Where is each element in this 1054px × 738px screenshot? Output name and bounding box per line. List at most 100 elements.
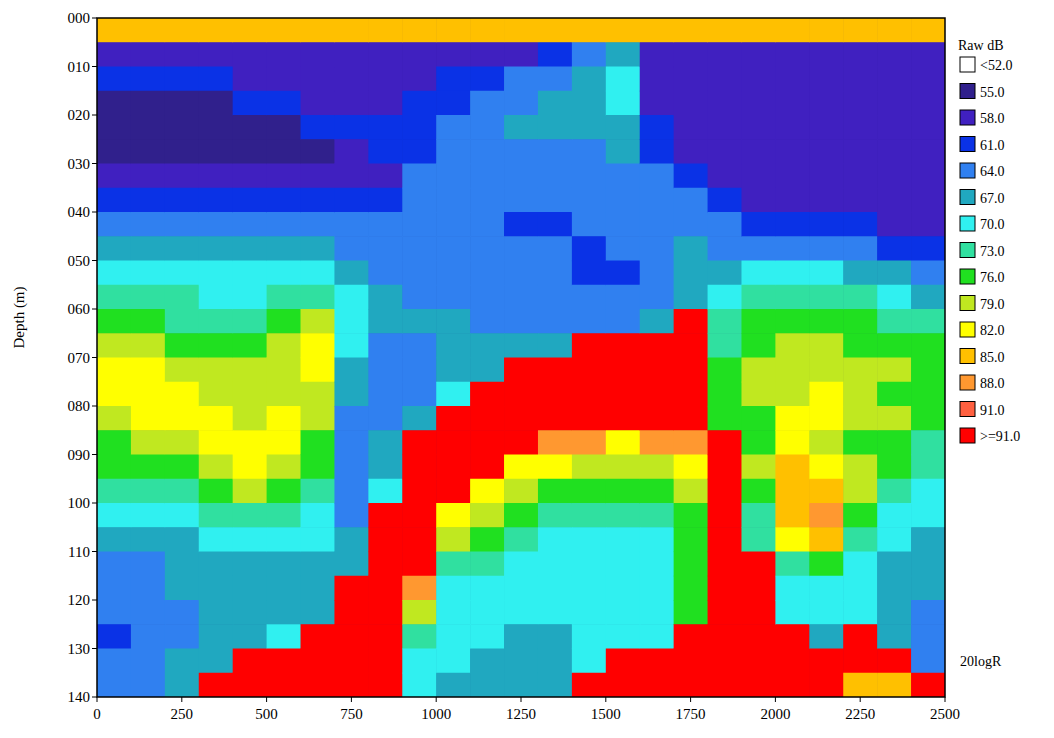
- cell: [165, 576, 200, 601]
- legend-swatch: [960, 296, 975, 311]
- x-tick-label: 1250: [506, 706, 536, 722]
- cell: [334, 212, 369, 237]
- cell: [267, 358, 302, 383]
- cell: [199, 115, 234, 140]
- y-tick-label: 100: [68, 495, 91, 511]
- cell: [843, 430, 878, 455]
- cell: [606, 649, 641, 674]
- cell: [97, 261, 132, 286]
- cell: [199, 309, 234, 334]
- cell: [606, 139, 641, 164]
- cell: [640, 261, 675, 286]
- cell: [504, 382, 539, 407]
- cell: [911, 188, 945, 213]
- cell: [538, 455, 573, 480]
- cell: [843, 600, 878, 625]
- cell: [877, 18, 912, 43]
- cell: [199, 91, 234, 116]
- x-tick: [181, 697, 182, 702]
- cell: [538, 382, 573, 407]
- cell: [301, 285, 336, 310]
- cell: [233, 406, 268, 431]
- legend-swatch: [960, 322, 975, 337]
- cell: [334, 624, 369, 649]
- cell: [606, 115, 641, 140]
- cell: [301, 382, 336, 407]
- cell: [674, 624, 709, 649]
- cell: [911, 649, 945, 674]
- cell: [97, 164, 132, 189]
- cell: [131, 164, 166, 189]
- x-tick-label: 2000: [760, 706, 790, 722]
- cell: [843, 333, 878, 358]
- cell: [674, 430, 709, 455]
- cell: [911, 67, 945, 92]
- cell: [165, 600, 200, 625]
- y-tick: [92, 454, 97, 455]
- cell: [708, 236, 743, 261]
- cell: [674, 503, 709, 528]
- cell: [131, 285, 166, 310]
- cell: [470, 164, 505, 189]
- cell: [877, 188, 912, 213]
- legend-swatch: [960, 349, 975, 364]
- cell: [334, 455, 369, 480]
- legend-label: 88.0: [980, 376, 1005, 391]
- cell: [911, 333, 945, 358]
- legend-swatch: [960, 243, 975, 258]
- legend-label: 82.0: [980, 323, 1005, 338]
- cell: [301, 139, 336, 164]
- cell: [877, 91, 912, 116]
- cell: [233, 115, 268, 140]
- cell: [301, 212, 336, 237]
- cell: [233, 479, 268, 504]
- x-tick-label: 0: [93, 706, 101, 722]
- cell: [809, 285, 844, 310]
- cell: [741, 333, 776, 358]
- cell: [911, 503, 945, 528]
- cell: [504, 188, 539, 213]
- cell: [843, 406, 878, 431]
- legend-label: 91.0: [980, 403, 1005, 418]
- cell: [640, 164, 675, 189]
- cell: [267, 455, 302, 480]
- cell: [843, 91, 878, 116]
- cell: [470, 479, 505, 504]
- legend-label: 67.0: [980, 191, 1005, 206]
- legend-label: 70.0: [980, 217, 1005, 232]
- cell: [267, 139, 302, 164]
- cell: [199, 527, 234, 552]
- cell: [470, 261, 505, 286]
- x-tick: [775, 697, 776, 702]
- cell: [165, 261, 200, 286]
- cell: [165, 139, 200, 164]
- cell: [131, 139, 166, 164]
- cell: [97, 139, 132, 164]
- cell: [809, 236, 844, 261]
- cell: [775, 382, 810, 407]
- cell: [504, 358, 539, 383]
- cell: [504, 673, 539, 697]
- cell: [775, 18, 810, 43]
- cell: [131, 430, 166, 455]
- cell: [640, 18, 675, 43]
- cell: [572, 115, 607, 140]
- cell: [199, 576, 234, 601]
- cell: [775, 600, 810, 625]
- cell: [402, 139, 437, 164]
- cell: [131, 358, 166, 383]
- cell: [436, 455, 471, 480]
- cell: [267, 309, 302, 334]
- cell: [674, 479, 709, 504]
- cell: [572, 164, 607, 189]
- cell: [199, 236, 234, 261]
- cell: [131, 673, 166, 697]
- cell: [267, 479, 302, 504]
- cell: [301, 91, 336, 116]
- cell: [504, 552, 539, 577]
- cell: [267, 624, 302, 649]
- cell: [741, 382, 776, 407]
- cell: [470, 455, 505, 480]
- cell: [267, 261, 302, 286]
- cell: [233, 552, 268, 577]
